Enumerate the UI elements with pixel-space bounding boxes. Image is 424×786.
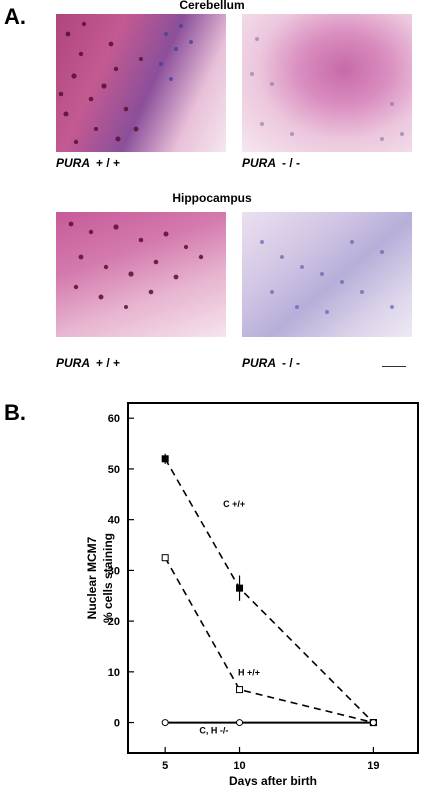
hippocampus-wildtype-micrograph (56, 212, 226, 337)
caption-genotype: - / - (282, 356, 301, 370)
cerebellum-knockout-cells (250, 37, 404, 141)
mcm7-chart: 0 10 20 30 40 50 60 5 10 19 Days after birth Nuclea… (85, 402, 419, 786)
data-point (236, 686, 244, 694)
data-point (236, 719, 244, 727)
series-label: C +/+ (223, 499, 245, 509)
y-tick-label: 20 (108, 616, 120, 628)
y-tick-label: 10 (108, 667, 120, 679)
hippocampus-knockout-cells (260, 240, 394, 314)
x-tick-label: 10 (233, 760, 245, 772)
data-point (369, 719, 377, 727)
series-label: H +/+ (238, 667, 260, 677)
caption-genotype: + / + (96, 156, 121, 170)
hippocampus-knockout-micrograph (242, 212, 412, 337)
caption-genotype: + / + (96, 356, 121, 370)
caption-gene: PURA (242, 356, 277, 370)
panel-a-label: A. (4, 4, 26, 29)
series-line (164, 557, 374, 724)
data-point (236, 584, 244, 592)
caption-cerebellum-knockout: PURA - / - (242, 156, 300, 170)
data-point (161, 554, 169, 562)
plot-frame (127, 402, 419, 754)
caption-hippocampus-wildtype: PURA + / + (56, 356, 120, 370)
section-title-cerebellum: Cerebellum (179, 0, 245, 12)
cerebellum-wildtype-cells (58, 21, 193, 145)
y-tick-label: 0 (114, 718, 120, 730)
caption-cerebellum-wildtype: PURA + / + (56, 156, 120, 170)
cerebellum-knockout-micrograph (242, 14, 412, 152)
caption-genotype: - / - (282, 156, 301, 170)
caption-gene: PURA (56, 156, 91, 170)
caption-gene: PURA (242, 156, 277, 170)
y-tick-label: 40 (108, 515, 120, 527)
x-axis-label: Days after birth (229, 774, 317, 786)
y-axis-label: Nuclear MCM7 (85, 536, 99, 619)
data-point (161, 719, 169, 727)
scale-bar (382, 366, 406, 367)
panel-b-label: B. (4, 400, 26, 425)
data-point (161, 455, 169, 463)
y-axis-label: % cells staining (101, 533, 115, 623)
caption-gene: PURA (56, 356, 91, 370)
cerebellum-wildtype-micrograph (56, 14, 226, 152)
x-tick-label: 5 (162, 760, 168, 772)
x-tick-label: 19 (367, 760, 379, 772)
y-tick-label: 60 (108, 413, 120, 425)
section-title-hippocampus: Hippocampus (172, 191, 252, 205)
caption-hippocampus-knockout: PURA - / - (242, 356, 300, 370)
series-line (164, 458, 374, 724)
hippocampus-wildtype-cells (68, 221, 204, 309)
y-tick-label: 30 (108, 565, 120, 577)
y-tick-label: 50 (108, 464, 120, 476)
series-label: C, H -/- (199, 726, 228, 736)
